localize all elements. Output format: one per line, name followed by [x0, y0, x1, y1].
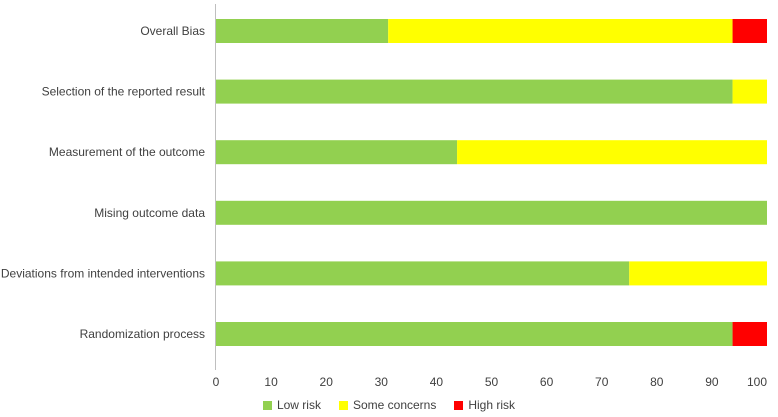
bar-segment-2-row-1: [388, 19, 733, 43]
x-tick-label: 70: [595, 375, 609, 389]
x-tick-label: 0: [213, 375, 220, 389]
category-labels: Overall Bias Selection of the reported re…: [1, 24, 206, 341]
category-label: Mising outcome data: [94, 206, 205, 220]
x-tick-label: 60: [540, 375, 554, 389]
x-tick-label: 90: [705, 375, 719, 389]
bar-segment-1-row-1: [216, 19, 389, 43]
category-label: Deviations from intended interventions: [1, 266, 205, 280]
bar-segment-2-row-5: [629, 261, 767, 286]
category-label: Randomization process: [80, 327, 205, 341]
legend-swatch: [338, 400, 348, 410]
bar-segment-2-row-3: [457, 140, 767, 165]
bar-segment-3-row-1: [732, 19, 767, 43]
legend-item: Low risk: [262, 398, 321, 412]
legend-label: Low risk: [276, 398, 321, 412]
x-tick-label: 30: [375, 375, 389, 389]
category-label: Selection of the reported result: [42, 85, 206, 99]
bar-segment-1-row-3: [216, 140, 458, 165]
legend-swatch: [262, 400, 272, 410]
x-tick-label: 20: [320, 375, 334, 389]
legend-swatch: [454, 400, 464, 410]
bar-segment-1-row-4: [216, 200, 767, 225]
legend-label: High risk: [468, 398, 516, 412]
bar-segment-3-row-6: [732, 322, 767, 346]
legend-item: Some concerns: [338, 398, 437, 412]
bars-group: [216, 19, 767, 346]
bar-segment-1-row-6: [216, 322, 733, 346]
category-label: Measurement of the outcome: [49, 145, 205, 159]
legend-item: High risk: [454, 398, 515, 412]
x-tick-labels: 0 10 20 30 40 50 60 70 80 90 100: [213, 375, 768, 389]
bar-segment-1-row-5: [216, 261, 630, 286]
legend-label: Some concerns: [352, 398, 437, 412]
x-tick-label: 100: [747, 375, 767, 389]
category-label: Overall Bias: [140, 24, 205, 38]
x-tick-label: 50: [485, 375, 499, 389]
x-tick-label: 10: [264, 375, 278, 389]
bar-segment-2-row-2: [732, 79, 767, 104]
legend: Low risk Some concerns High risk: [0, 398, 778, 412]
x-tick-label: 80: [650, 375, 664, 389]
bar-segment-1-row-2: [216, 79, 733, 104]
x-tick-label: 40: [430, 375, 444, 389]
